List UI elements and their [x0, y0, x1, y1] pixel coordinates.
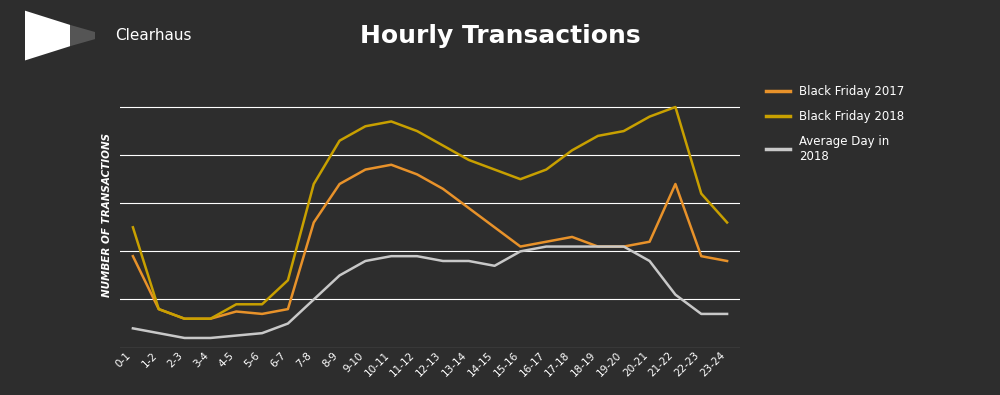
Legend: Black Friday 2017, Black Friday 2018, Average Day in
2018: Black Friday 2017, Black Friday 2018, Av…: [766, 85, 904, 162]
Polygon shape: [70, 25, 95, 46]
Polygon shape: [25, 11, 70, 60]
Y-axis label: NUMBER OF TRANSACTIONS: NUMBER OF TRANSACTIONS: [102, 133, 112, 297]
Text: Clearhaus: Clearhaus: [115, 28, 192, 43]
Text: Hourly Transactions: Hourly Transactions: [360, 24, 640, 47]
